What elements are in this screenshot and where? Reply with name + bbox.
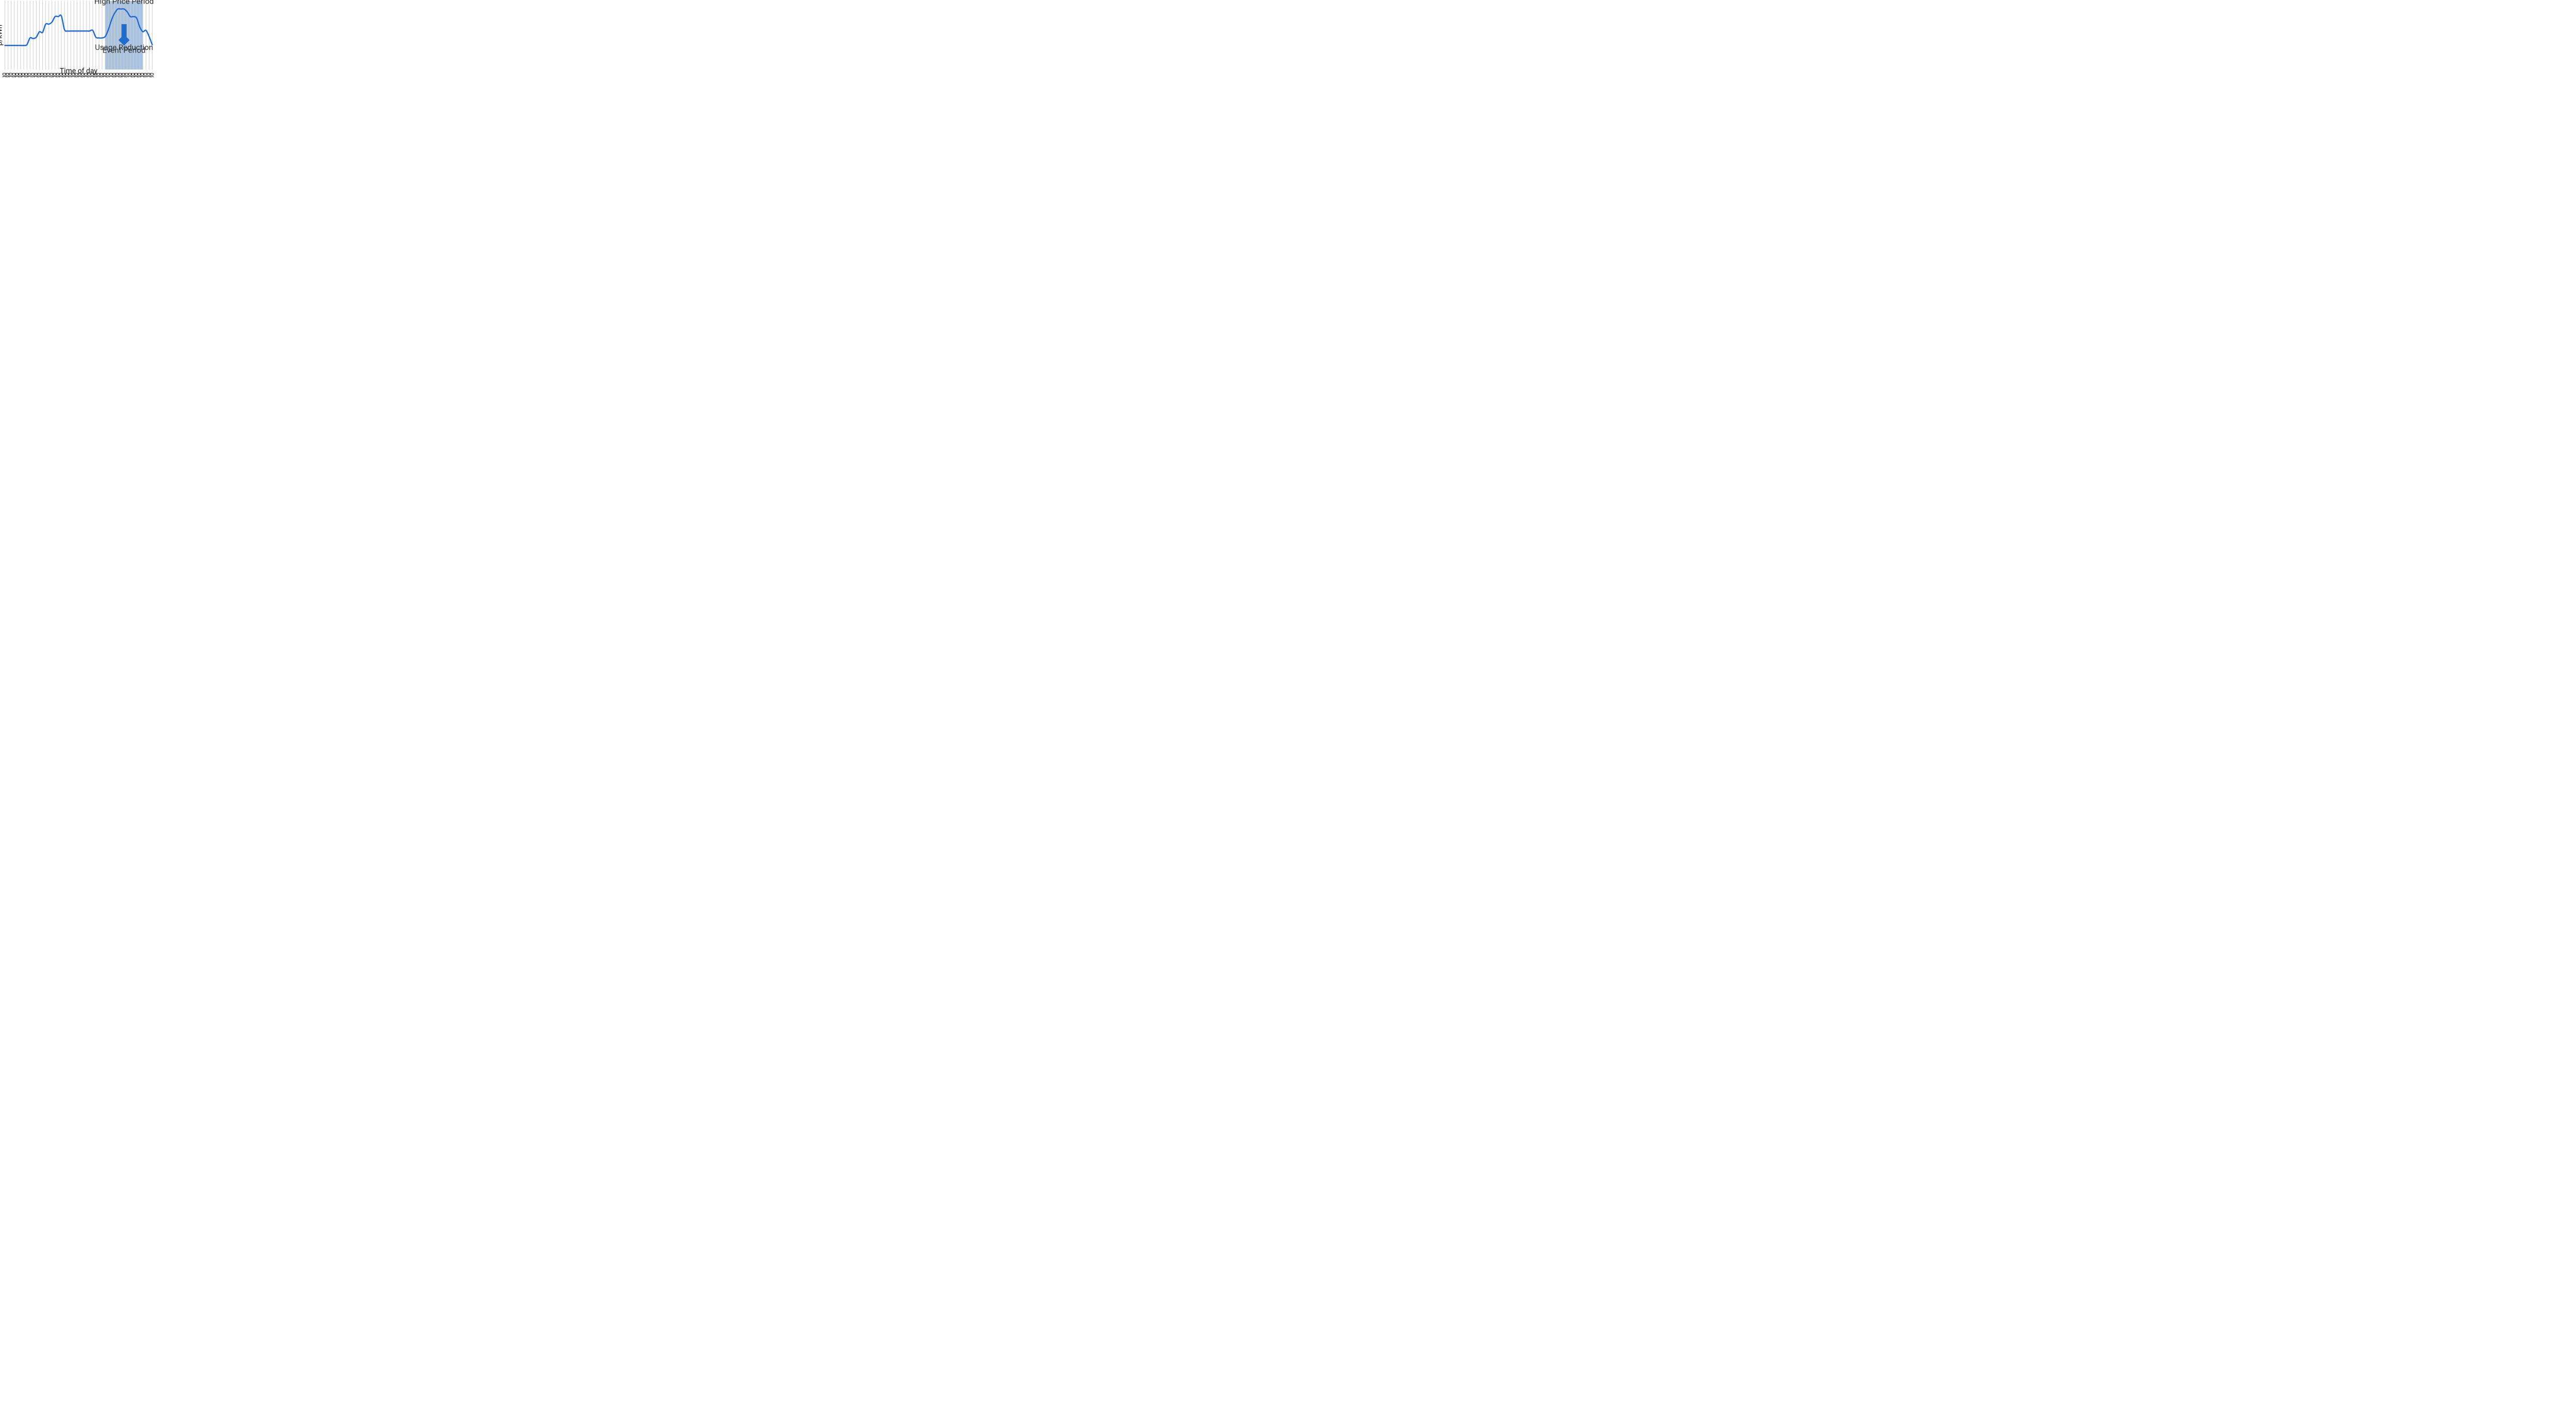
high-price-period-label: High Price Period (94, 0, 154, 6)
x-axis-label: Time of day (60, 67, 98, 75)
y-axis-label: p/kWh (0, 25, 4, 46)
x-tick-label: 23:30 (148, 73, 155, 77)
price-chart-svg: 00:0000:3001:0001:3002:0002:3003:0003:30… (0, 0, 155, 77)
price-chart: 00:0000:3001:0001:3002:0002:3003:0003:30… (0, 0, 2576, 1423)
usage-reduction-label-line2: Event Period (103, 45, 145, 55)
